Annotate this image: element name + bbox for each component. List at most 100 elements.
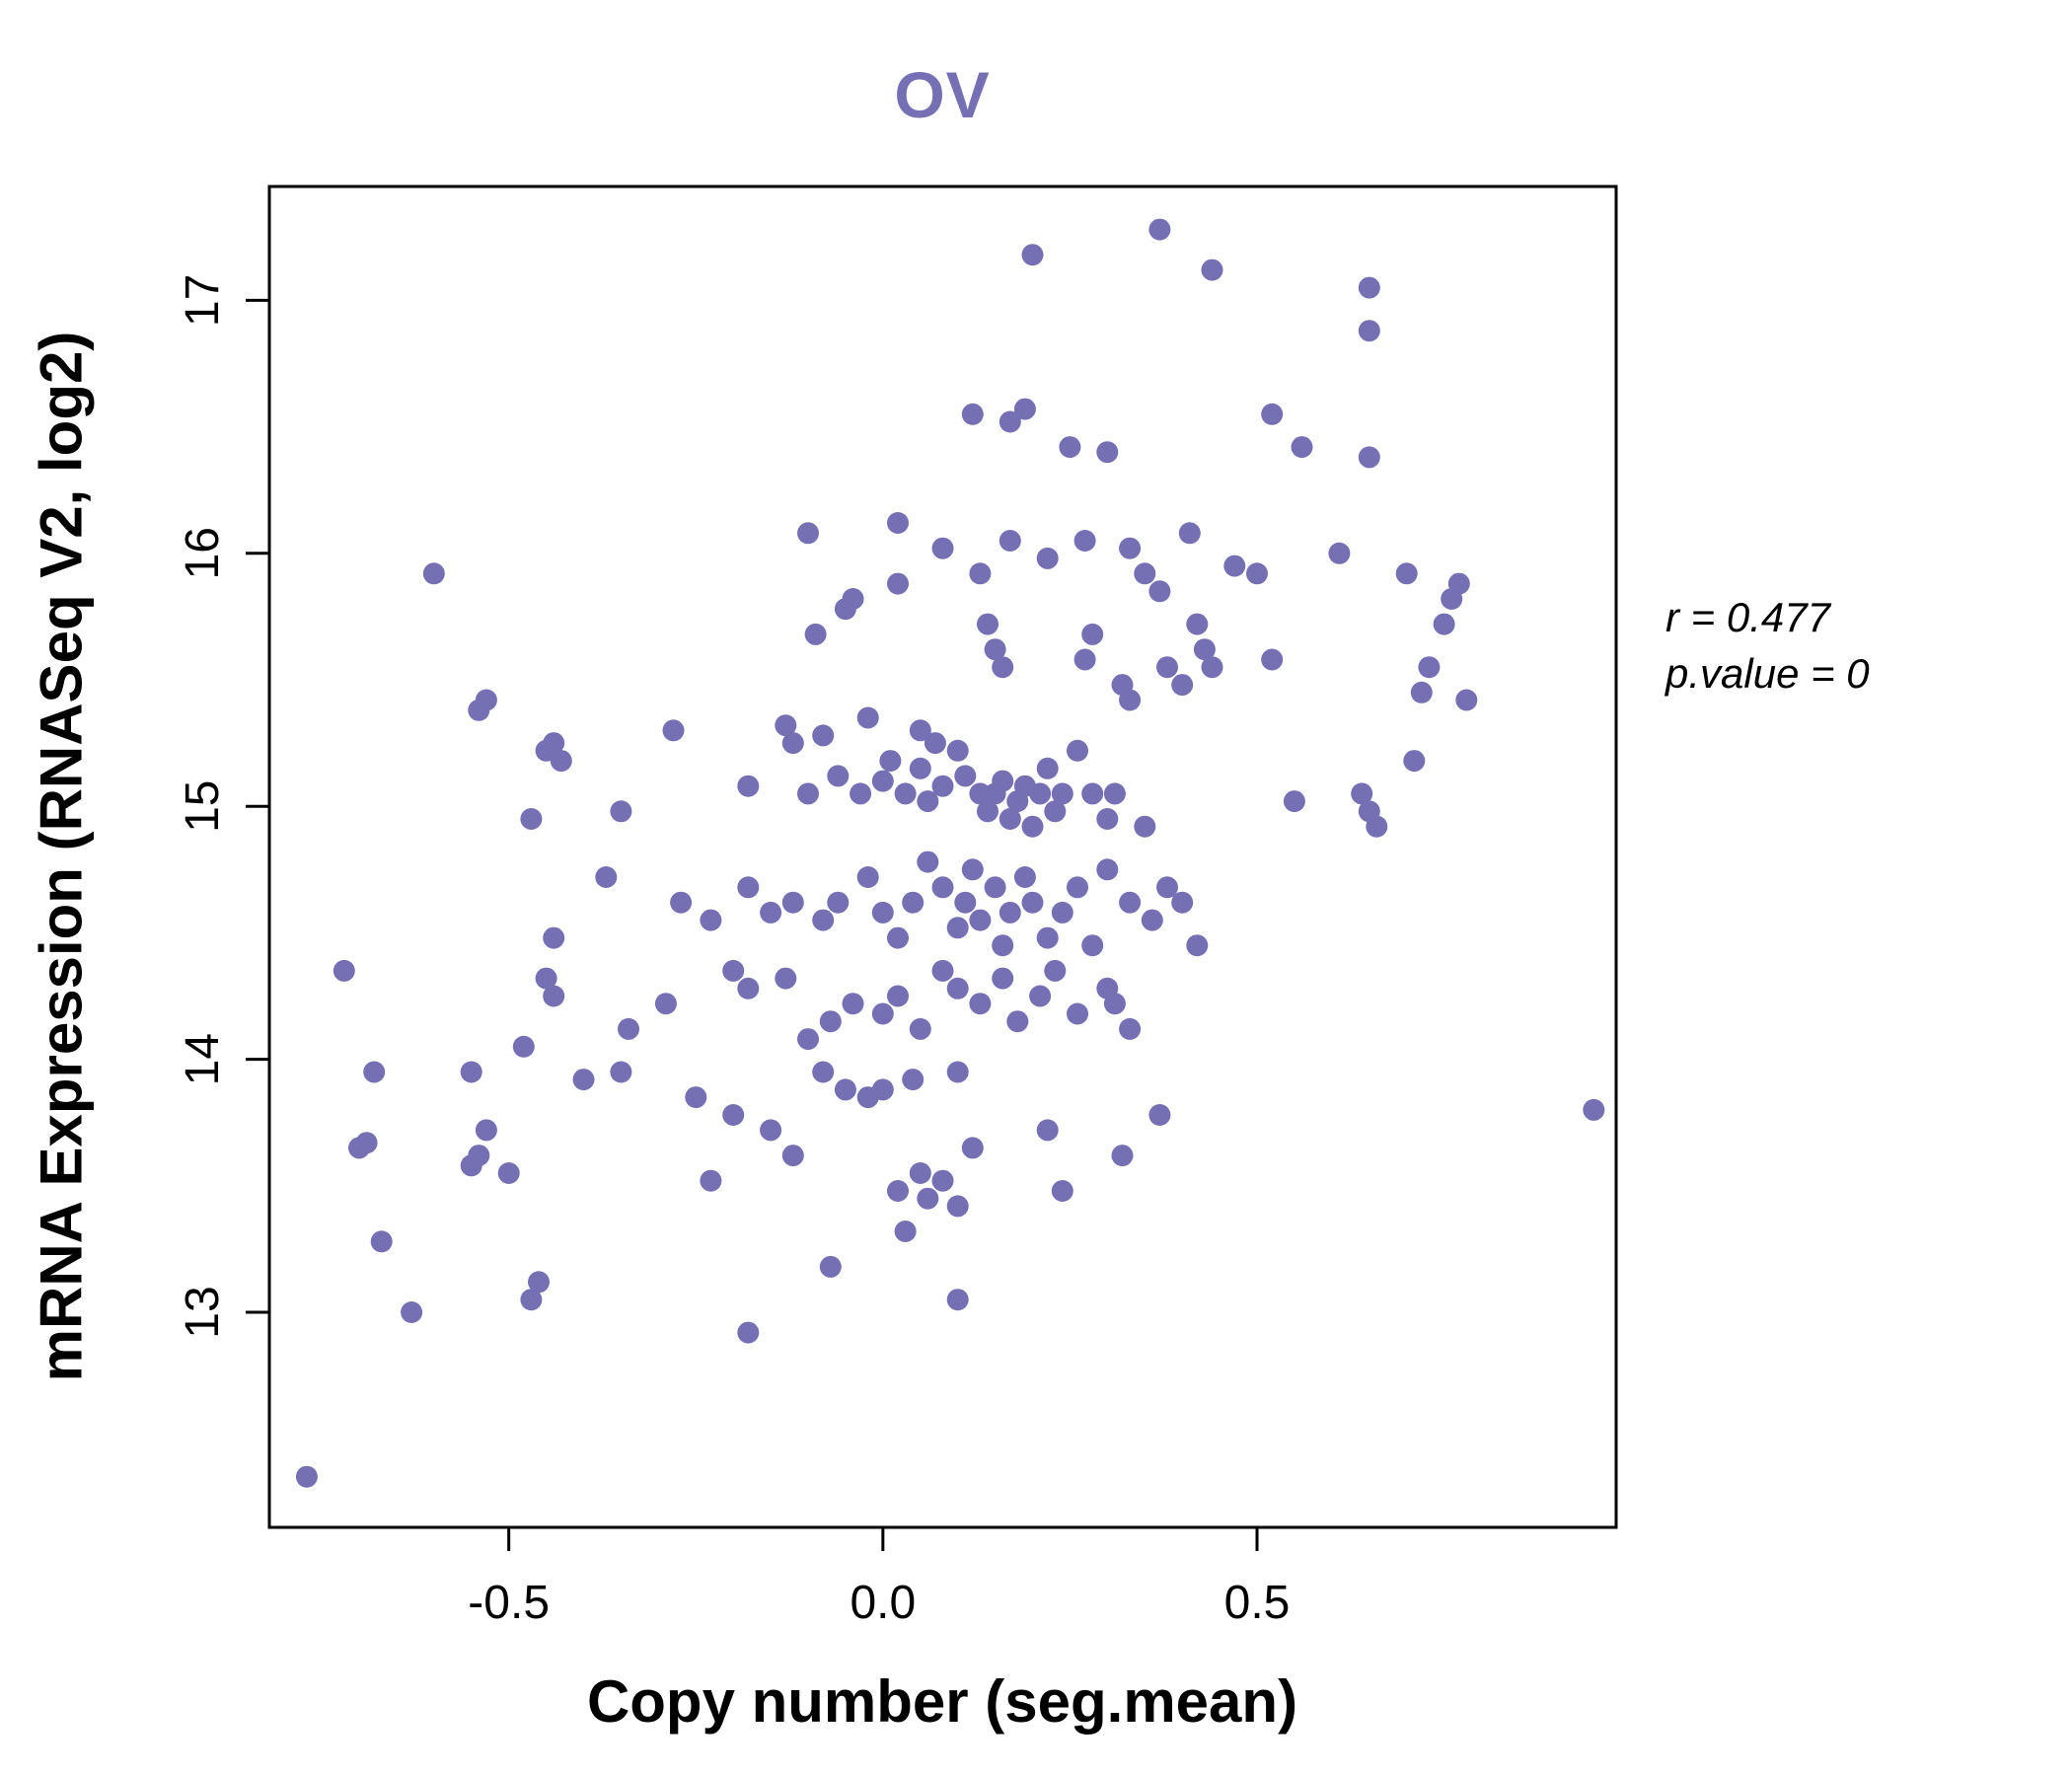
data-point xyxy=(992,934,1014,957)
data-point xyxy=(961,403,984,425)
data-point xyxy=(999,901,1021,924)
data-point xyxy=(1134,562,1156,585)
data-point xyxy=(1021,244,1044,266)
data-point xyxy=(1141,909,1163,931)
data-point xyxy=(1186,934,1209,957)
data-point xyxy=(1148,218,1171,241)
data-point xyxy=(1044,800,1067,823)
data-point xyxy=(1178,522,1201,545)
data-point xyxy=(295,1465,318,1488)
data-point xyxy=(1366,815,1388,838)
data-point xyxy=(1148,580,1171,603)
data-point xyxy=(700,909,722,931)
data-point xyxy=(850,782,872,805)
data-point xyxy=(1148,1104,1171,1126)
data-point xyxy=(1051,782,1073,805)
data-point xyxy=(954,765,977,787)
data-point xyxy=(1261,403,1284,425)
data-point xyxy=(1291,436,1313,459)
data-point xyxy=(999,410,1021,433)
data-point xyxy=(969,993,992,1015)
data-point xyxy=(1021,891,1044,914)
data-point xyxy=(760,901,782,924)
data-point xyxy=(610,1061,632,1083)
data-point xyxy=(497,1162,520,1184)
data-point xyxy=(999,530,1021,552)
x-tick-label: -0.5 xyxy=(468,1577,550,1629)
data-point xyxy=(946,739,969,762)
data-point xyxy=(401,1301,423,1323)
data-point xyxy=(992,967,1014,990)
data-point xyxy=(654,993,677,1015)
data-point xyxy=(1103,782,1126,805)
data-point xyxy=(550,750,572,773)
data-point xyxy=(543,985,565,1007)
data-point xyxy=(1171,674,1194,697)
data-point xyxy=(512,1035,535,1058)
data-point xyxy=(992,770,1014,792)
data-point xyxy=(902,1069,925,1091)
r-value-text: r = 0.477 xyxy=(1665,594,1830,640)
data-point xyxy=(969,562,992,585)
data-point xyxy=(1067,876,1088,899)
data-point xyxy=(797,782,819,805)
plot-box xyxy=(267,185,1618,1529)
data-point xyxy=(887,926,909,949)
y-tick-label: 16 xyxy=(177,527,229,579)
data-point xyxy=(992,656,1014,679)
data-point xyxy=(775,967,797,990)
data-point xyxy=(1081,934,1104,957)
data-point xyxy=(1156,876,1178,899)
data-point xyxy=(422,562,445,585)
data-point xyxy=(670,891,693,914)
data-point xyxy=(1013,866,1036,888)
data-point xyxy=(1051,901,1073,924)
data-point xyxy=(902,891,925,914)
data-point xyxy=(1358,276,1380,299)
y-tick-label: 17 xyxy=(177,274,229,327)
data-point xyxy=(1103,993,1126,1015)
data-point xyxy=(1328,542,1351,564)
data-point xyxy=(856,866,879,888)
data-point xyxy=(1358,320,1380,342)
data-point xyxy=(909,719,931,742)
data-point xyxy=(1223,555,1246,577)
data-point xyxy=(946,1061,969,1083)
data-point xyxy=(355,1132,378,1154)
data-point xyxy=(931,1169,954,1192)
data-point xyxy=(827,765,850,787)
data-point xyxy=(1358,446,1380,469)
data-point xyxy=(1013,398,1036,420)
data-point xyxy=(1351,782,1373,805)
data-point xyxy=(610,800,632,823)
data-point xyxy=(1036,1119,1059,1142)
data-point xyxy=(924,732,946,755)
data-point xyxy=(909,757,931,779)
data-point xyxy=(797,522,819,545)
data-point xyxy=(887,512,909,534)
data-point xyxy=(1036,547,1059,569)
data-point xyxy=(1193,638,1216,661)
data-point xyxy=(1096,858,1119,881)
data-point xyxy=(1073,530,1096,552)
data-point xyxy=(984,638,1006,661)
data-point xyxy=(1418,656,1441,679)
chart-title: OV xyxy=(894,58,991,131)
data-point xyxy=(856,706,879,729)
data-point xyxy=(520,808,543,830)
data-point xyxy=(1067,739,1088,762)
data-point xyxy=(812,909,835,931)
data-point xyxy=(977,613,999,635)
x-tick-label: 0.0 xyxy=(850,1577,916,1629)
data-point xyxy=(520,1289,543,1311)
data-point xyxy=(1044,959,1067,982)
data-point xyxy=(685,1086,707,1109)
data-point xyxy=(737,977,760,999)
data-point xyxy=(894,782,917,805)
data-point xyxy=(961,1137,984,1159)
data-point xyxy=(460,1061,482,1083)
data-point xyxy=(812,724,835,747)
data-point xyxy=(834,1078,856,1101)
